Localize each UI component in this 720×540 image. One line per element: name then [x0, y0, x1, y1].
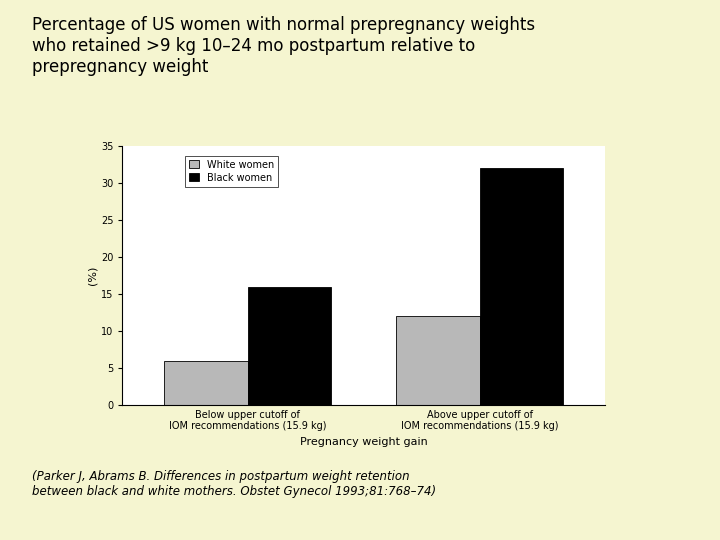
Text: (Parker J, Abrams B. Differences in postpartum weight retention
between black an: (Parker J, Abrams B. Differences in post… — [32, 470, 436, 498]
Text: Percentage of US women with normal prepregnancy weights
who retained >9 kg 10–24: Percentage of US women with normal prepr… — [32, 16, 536, 76]
Bar — [396, 316, 480, 405]
Bar — [164, 361, 248, 405]
Bar — [480, 168, 563, 405]
X-axis label: Pregnancy weight gain: Pregnancy weight gain — [300, 437, 428, 447]
Y-axis label: (%): (%) — [88, 266, 97, 285]
Legend: White women, Black women: White women, Black women — [185, 156, 278, 186]
Bar — [248, 287, 331, 405]
